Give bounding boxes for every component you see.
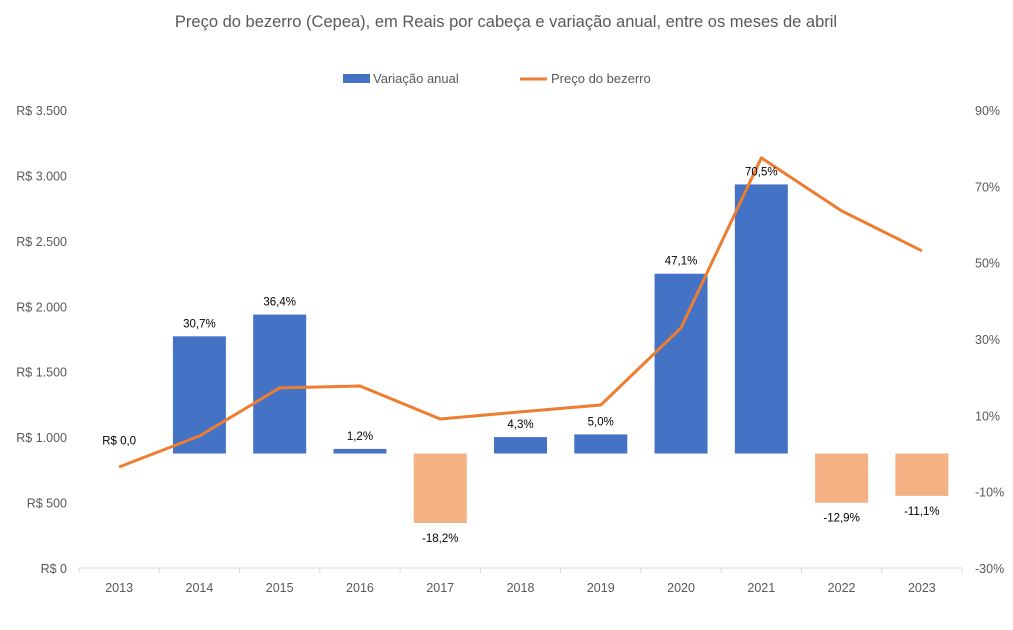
bar-2023: [895, 453, 949, 496]
bar-2020: [654, 273, 708, 454]
y-left-tick-label: R$ 1.000: [16, 431, 67, 445]
x-tick-label: 2020: [667, 581, 695, 595]
legend: Variação anual Preço do bezerro: [343, 71, 651, 86]
data-label-2013: R$ 0,0: [102, 436, 136, 448]
axes: 2013 2014 2015 2016 2017 2018 2019 2020 2021 2022…: [16, 104, 1004, 595]
x-tick-label: 2015: [266, 581, 294, 595]
y-right-tick-label: 70%: [975, 180, 1000, 194]
data-label-2017: -18,2%: [422, 533, 458, 545]
data-label-2021: 70,5%: [745, 166, 778, 178]
y-left-tick-label: R$ 3.000: [16, 169, 67, 183]
x-tick-label: 2023: [908, 581, 936, 595]
data-label-2014: 30,7%: [183, 318, 216, 330]
x-tick-label: 2018: [507, 581, 535, 595]
bar-2018: [494, 437, 547, 454]
bar-2019: [574, 434, 628, 454]
data-label-2023: -11,1%: [904, 506, 940, 518]
y-left-tick-label: R$ 2.500: [16, 235, 67, 249]
legend-swatch-variacao: [343, 74, 370, 83]
y-right-tick-label: 10%: [975, 409, 1000, 423]
legend-label-variacao: Variação anual: [373, 71, 459, 86]
data-label-2016: 1,2%: [347, 431, 373, 443]
y-left-tick-label: R$ 2.000: [16, 300, 67, 314]
y-left-tick-label: R$ 500: [27, 497, 67, 511]
legend-label-preco: Preço do bezerro: [551, 71, 651, 86]
y-right-tick-label: -30%: [975, 562, 1004, 576]
y-right-tick-label: 50%: [975, 257, 1000, 271]
y-right-tick-label: -10%: [975, 486, 1004, 500]
y-left-tick-label: R$ 0: [41, 562, 67, 576]
x-tick-label: 2017: [426, 581, 454, 595]
x-tick-label: 2016: [346, 581, 374, 595]
x-tick-label: 2021: [747, 581, 775, 595]
x-tick-label: 2014: [186, 581, 214, 595]
data-label-2022: -12,9%: [823, 513, 859, 525]
data-labels: R$ 0,0 30,7% 36,4% 1,2% -18,2% 4,3% 5,0% 47,1% 7…: [102, 166, 939, 545]
x-tick-label: 2019: [587, 581, 615, 595]
bar-2015: [253, 314, 307, 454]
data-label-2019: 5,0%: [588, 416, 614, 428]
y-right-tick-label: 90%: [975, 104, 1000, 118]
data-label-2018: 4,3%: [507, 419, 533, 431]
y-left-tick-label: R$ 1.500: [16, 366, 67, 380]
x-tick-label: 2013: [105, 581, 133, 595]
chart-title: Preço do bezerro (Cepea), em Reais por c…: [175, 13, 837, 31]
y-right-tick-label: 30%: [975, 333, 1000, 347]
bar-2021: [734, 184, 788, 454]
bars: [172, 184, 949, 523]
y-left-tick-label: R$ 3.500: [16, 104, 67, 118]
bar-2022: [815, 453, 869, 503]
x-tick-label: 2022: [828, 581, 856, 595]
data-label-2020: 47,1%: [665, 256, 698, 268]
bar-2017: [413, 453, 467, 523]
data-label-2015: 36,4%: [263, 297, 296, 309]
bar-2016: [333, 448, 387, 454]
price-line: [118, 156, 923, 469]
bar-2014: [172, 336, 226, 454]
